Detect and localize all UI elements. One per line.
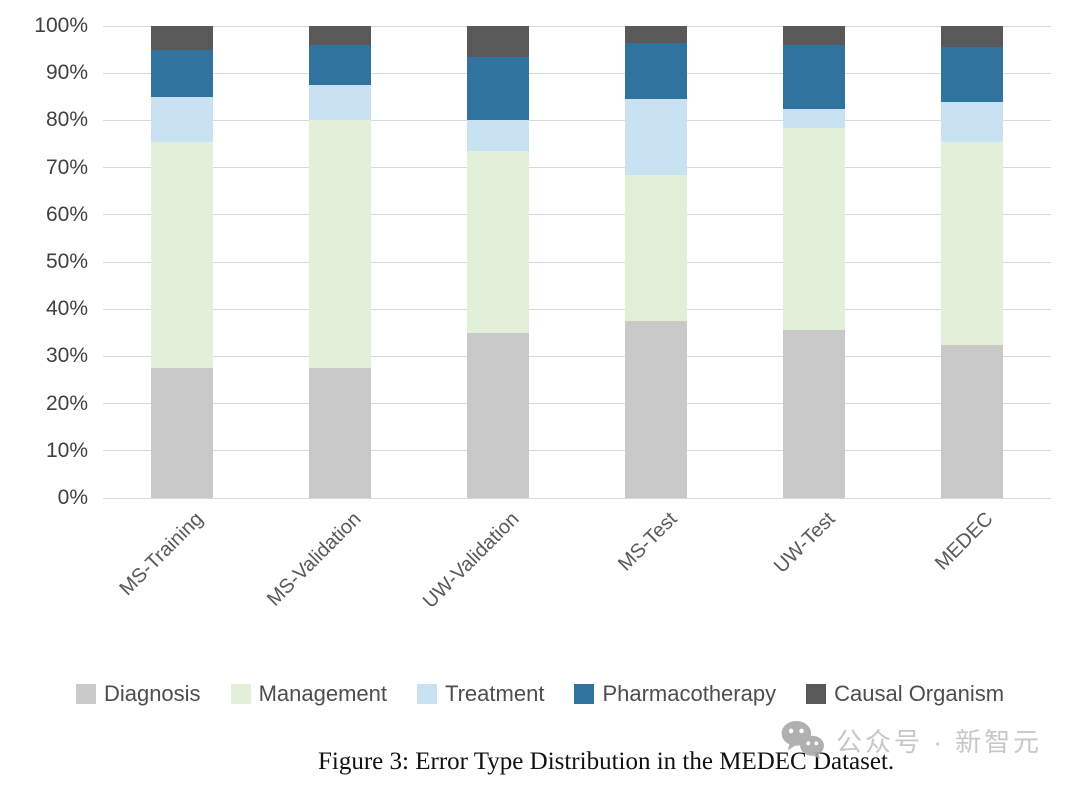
segment-pharmacotherapy <box>625 42 687 100</box>
bar-slot-ms-test <box>577 26 735 498</box>
segment-causal-organism <box>151 26 213 50</box>
bar-slot-medec <box>893 26 1051 498</box>
stacked-bar-ms-test <box>625 26 687 498</box>
segment-diagnosis <box>625 321 687 498</box>
stacked-bar-uw-test <box>783 26 845 498</box>
legend-swatch-icon <box>75 684 96 704</box>
bar-slot-ms-validation <box>261 26 419 498</box>
segment-causal-organism <box>625 26 687 43</box>
watermark: 公众号 · 新智元 <box>780 720 1042 760</box>
stacked-bar-chart: 100% 90% 80% 70% 60% 50% 40% 30% 20% 10% 0% MS-Tra… <box>0 14 1051 613</box>
segment-pharmacotherapy <box>467 56 529 121</box>
segment-management <box>151 141 213 369</box>
gridline <box>103 119 1051 121</box>
x-axis: MS-Training MS-Validation UW-Validation MS-… <box>115 508 997 613</box>
legend-swatch-icon <box>416 684 437 704</box>
legend-label: Diagnosis <box>103 681 201 706</box>
x-tick-label-uw-test: UW-Test <box>770 508 840 578</box>
segment-pharmacotherapy <box>783 44 845 109</box>
stacked-bar-uw-validation <box>467 26 529 498</box>
gridline <box>103 72 1051 74</box>
gridline <box>103 308 1051 310</box>
segment-management <box>783 127 845 331</box>
y-tick-label: 40% <box>45 297 88 321</box>
segment-treatment <box>309 85 371 121</box>
segment-treatment <box>151 96 213 142</box>
stacked-bar-ms-validation <box>309 26 371 498</box>
y-tick-label: 80% <box>45 108 88 132</box>
segment-causal-organism <box>309 26 371 45</box>
gridline <box>103 450 1051 452</box>
plot-area <box>103 25 1051 499</box>
gridline <box>103 25 1051 27</box>
watermark-text: 公众号 · 新智元 <box>836 726 1043 757</box>
gridline <box>103 355 1051 357</box>
segment-diagnosis <box>941 344 1003 498</box>
bar-slot-uw-validation <box>419 26 577 498</box>
segment-management <box>625 174 687 321</box>
segment-pharmacotherapy <box>151 49 213 97</box>
y-tick-label: 70% <box>45 155 88 179</box>
x-tick-label-ms-validation: MS-Validation <box>263 508 366 611</box>
y-tick-label: 90% <box>45 61 88 85</box>
y-tick-label: 60% <box>45 202 88 226</box>
wechat-icon <box>780 720 826 760</box>
bars-layer <box>103 26 1051 498</box>
legend-label: Management <box>258 681 387 706</box>
segment-treatment <box>941 101 1003 142</box>
segment-treatment <box>467 120 529 152</box>
y-tick-label: 30% <box>45 344 88 368</box>
gridline <box>103 497 1051 499</box>
y-tick-label: 100% <box>34 14 88 37</box>
segment-causal-organism <box>783 26 845 45</box>
segment-diagnosis <box>309 368 371 498</box>
x-tick-label-ms-test: MS-Test <box>614 508 682 576</box>
segment-diagnosis <box>467 332 529 498</box>
stacked-bar-medec <box>941 26 1003 498</box>
stacked-bar-ms-training <box>151 26 213 498</box>
segment-treatment <box>625 99 687 175</box>
gridline <box>103 167 1051 169</box>
x-tick-label-medec: MEDEC <box>930 508 998 575</box>
y-tick-label: 0% <box>57 486 88 509</box>
segment-diagnosis <box>151 368 213 498</box>
figure-caption: Figure 3: Error Type Distribution in the… <box>318 748 895 775</box>
y-tick-label: 50% <box>45 250 88 273</box>
legend-label: Pharmacotherapy <box>602 681 777 706</box>
segment-management <box>309 120 371 369</box>
bar-slot-uw-test <box>735 26 893 498</box>
y-tick-label: 20% <box>45 391 88 415</box>
legend-label: Causal Organism <box>834 681 1005 706</box>
legend-item-pharmacotherapy: Pharmacotherapy <box>574 681 776 707</box>
segment-pharmacotherapy <box>309 44 371 86</box>
segment-causal-organism <box>941 26 1003 48</box>
bar-slot-ms-training <box>103 26 261 498</box>
gridline <box>103 214 1051 216</box>
x-tick-label-ms-training: MS-Training <box>115 508 208 601</box>
segment-causal-organism <box>467 26 529 57</box>
y-axis: 100% 90% 80% 70% 60% 50% 40% 30% 20% 10% 0% <box>0 14 88 509</box>
gridline <box>103 403 1051 405</box>
chart-legend: Diagnosis Management Treatment Pharmacother… <box>0 678 1080 710</box>
legend-item-treatment: Treatment <box>416 681 545 707</box>
legend-item-management: Management <box>230 681 387 707</box>
segment-treatment <box>783 108 845 128</box>
segment-diagnosis <box>783 330 845 498</box>
legend-label: Treatment <box>444 681 545 706</box>
x-tick-label-uw-validation: UW-Validation <box>418 508 524 613</box>
legend-swatch-icon <box>806 684 827 704</box>
segment-management <box>941 141 1003 345</box>
legend-item-diagnosis: Diagnosis <box>75 681 201 707</box>
gridline <box>103 261 1051 263</box>
legend-item-causal-organism: Causal Organism <box>806 681 1004 707</box>
legend-swatch-icon <box>574 684 595 704</box>
y-tick-label: 10% <box>45 438 88 462</box>
segment-pharmacotherapy <box>941 47 1003 102</box>
segment-management <box>467 151 529 333</box>
legend-swatch-icon <box>230 684 251 704</box>
